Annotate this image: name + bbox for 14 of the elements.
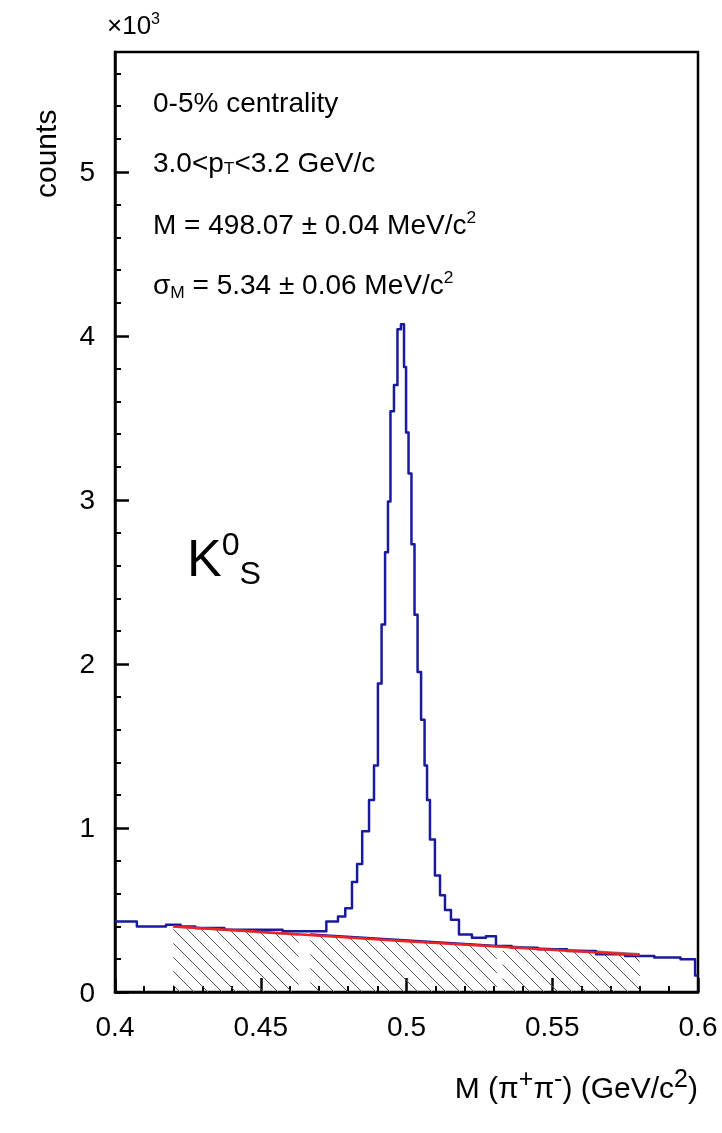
annotation: 0-5% centrality	[153, 86, 339, 118]
y-tick-label: 5	[79, 156, 95, 188]
x-axis-title: M (π$^{+}$π$^{-}$) (GeV/c$^{2}$)	[454, 1063, 698, 1106]
x-tick-label: 0.5	[387, 1010, 426, 1042]
x-tick-label: 0.45	[233, 1010, 288, 1042]
x-tick-label: 0.55	[525, 1010, 580, 1042]
y-tick-label: 0	[79, 976, 95, 1008]
y-tick-label: 4	[79, 320, 95, 352]
x-tick-label: 0.6	[678, 1010, 718, 1042]
y-axis-title: counts	[28, 109, 62, 198]
y-tick-label: 1	[79, 812, 95, 844]
y-tick-label: 2	[79, 648, 95, 680]
y-tick-label: 3	[79, 484, 95, 516]
x-tick-label: 0.4	[95, 1010, 135, 1042]
